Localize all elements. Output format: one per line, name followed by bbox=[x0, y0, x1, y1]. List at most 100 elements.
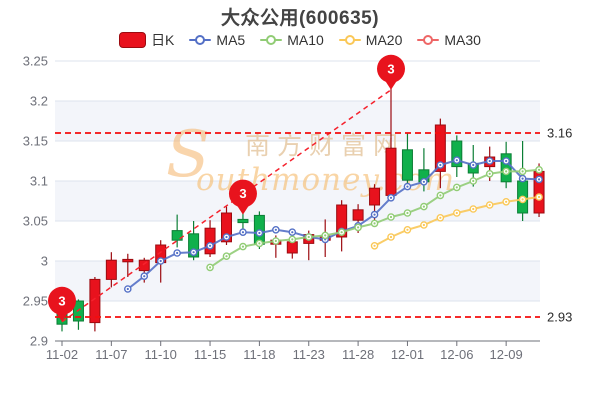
candle-body bbox=[434, 124, 446, 172]
candle-body bbox=[204, 227, 216, 255]
y-axis-label-2.9: 2.9 bbox=[30, 334, 48, 349]
ma10-marker-dot bbox=[488, 172, 491, 175]
ma5-marker-dot bbox=[472, 163, 475, 167]
ma20-marker-dot bbox=[389, 235, 393, 239]
ma5-marker-dot bbox=[208, 244, 212, 247]
x-axis-label-12-06: 12-06 bbox=[440, 347, 473, 362]
x-axis-label-11-10: 11-10 bbox=[145, 347, 177, 362]
line-swatch-icon bbox=[338, 35, 361, 45]
trend-line bbox=[61, 89, 392, 323]
circle-marker-icon bbox=[195, 35, 206, 45]
y-axis-label-3: 3 bbox=[41, 254, 48, 269]
ma10-line bbox=[206, 165, 543, 272]
ma10-marker-dot bbox=[439, 194, 442, 197]
candle-11-08[interactable] bbox=[122, 253, 134, 277]
candle-body bbox=[451, 140, 463, 168]
candle-12-01[interactable] bbox=[401, 133, 413, 185]
y-axis-label-3.25: 3.25 bbox=[23, 54, 48, 69]
y-axis-label-2.95: 2.95 bbox=[23, 294, 48, 309]
balloon-circle bbox=[228, 179, 257, 208]
ma5-marker-dot bbox=[258, 231, 261, 235]
candle-body bbox=[336, 204, 348, 238]
band-row bbox=[55, 261, 540, 301]
marker-balloon-11-30: 3 bbox=[377, 54, 405, 90]
candle-body bbox=[221, 212, 232, 243]
candle-11-07[interactable] bbox=[105, 252, 117, 288]
ma10-marker-dot bbox=[357, 226, 360, 229]
watermark-chinese-text: 南方财富网 bbox=[245, 132, 405, 160]
marker-balloon-11-17: 3 bbox=[228, 179, 257, 215]
ma20-marker-dot bbox=[537, 195, 541, 199]
ma20-marker-dot bbox=[406, 228, 409, 231]
candle-11-17[interactable] bbox=[237, 213, 249, 229]
legend-item-rik[interactable]: 日K bbox=[119, 30, 174, 50]
legend-label: 日K bbox=[151, 32, 175, 48]
ma5-marker-dot bbox=[225, 235, 228, 239]
candle-11-15[interactable] bbox=[204, 220, 216, 257]
ma5-marker-dot bbox=[505, 159, 508, 163]
balloon-label: 3 bbox=[58, 293, 65, 308]
y-axis-label-3.15: 3.15 bbox=[23, 134, 48, 149]
watermark-s-glyph: S bbox=[166, 118, 210, 192]
candle-body bbox=[401, 149, 413, 181]
x-axis-label-11-23: 11-23 bbox=[293, 347, 325, 362]
candle-12-05[interactable] bbox=[434, 118, 446, 189]
ma5-marker-dot bbox=[143, 275, 146, 278]
candle-body bbox=[171, 230, 183, 241]
ma10-marker-dot bbox=[340, 231, 343, 234]
x-axis-label-11-28: 11-28 bbox=[342, 347, 374, 362]
ma10-marker-dot bbox=[521, 170, 524, 173]
candle-11-11[interactable] bbox=[171, 214, 183, 248]
ma10-marker-dot bbox=[455, 186, 458, 189]
ma5-marker-dot bbox=[274, 228, 277, 231]
ma20-line bbox=[370, 193, 543, 250]
candle-body bbox=[105, 259, 117, 280]
circle-marker-icon bbox=[423, 35, 434, 45]
x-axis-label-11-15: 11-15 bbox=[194, 347, 226, 362]
candle-body bbox=[122, 258, 134, 263]
x-axis-label-11-02: 11-02 bbox=[46, 347, 78, 362]
legend-item-ma30[interactable]: MA30 bbox=[417, 32, 481, 48]
y-axis-label-3.1: 3.1 bbox=[30, 174, 48, 189]
candle-11-04[interactable] bbox=[89, 277, 101, 332]
y-axis-label-3.2: 3.2 bbox=[30, 94, 48, 109]
ma10-marker-dot bbox=[274, 239, 277, 243]
ma10-marker-dot bbox=[406, 211, 409, 215]
ma10-marker-dot bbox=[225, 255, 228, 258]
ma5-marker-dot bbox=[439, 163, 442, 167]
ma20-marker-dot bbox=[455, 211, 458, 215]
ma10-marker-dot bbox=[307, 235, 310, 239]
ma10-marker-dot bbox=[241, 245, 245, 248]
circle-marker-icon bbox=[344, 35, 355, 45]
marker-balloon-11-02: 3 bbox=[48, 286, 76, 322]
candle-11-25[interactable] bbox=[336, 200, 348, 252]
legend-label: MA30 bbox=[444, 32, 481, 48]
ma5-line bbox=[124, 156, 543, 293]
ma5-marker-dot bbox=[488, 159, 491, 163]
legend-item-ma5[interactable]: MA5 bbox=[189, 32, 245, 48]
ma10-marker-dot bbox=[258, 242, 261, 245]
candle-body bbox=[237, 218, 249, 224]
band-row bbox=[55, 101, 540, 141]
ma10-marker-dot bbox=[472, 179, 475, 183]
ma20-marker-dot bbox=[373, 244, 376, 247]
legend-item-ma10[interactable]: MA10 bbox=[260, 32, 324, 48]
y-axis-label-3.05: 3.05 bbox=[23, 214, 48, 229]
legend-item-ma20[interactable]: MA20 bbox=[338, 32, 403, 48]
page-title: 大众公用(600635) bbox=[220, 8, 380, 29]
ma5-marker-dot bbox=[291, 231, 294, 234]
ma5-marker-dot bbox=[521, 177, 524, 180]
ma5-marker-dot bbox=[389, 196, 393, 199]
ma20-marker-dot bbox=[422, 223, 425, 227]
reference-line-label-2.93: 2.93 bbox=[547, 310, 572, 325]
ma5-marker-dot bbox=[192, 251, 195, 254]
candle-body bbox=[385, 147, 397, 196]
legend-label: MA20 bbox=[365, 32, 403, 48]
candle-body bbox=[138, 259, 150, 272]
balloon-label: 3 bbox=[239, 186, 246, 201]
candle-12-06[interactable] bbox=[451, 135, 463, 177]
ma20-marker-dot bbox=[472, 207, 475, 211]
x-axis-label-11-18: 11-18 bbox=[243, 347, 275, 362]
candle-body bbox=[89, 278, 101, 324]
